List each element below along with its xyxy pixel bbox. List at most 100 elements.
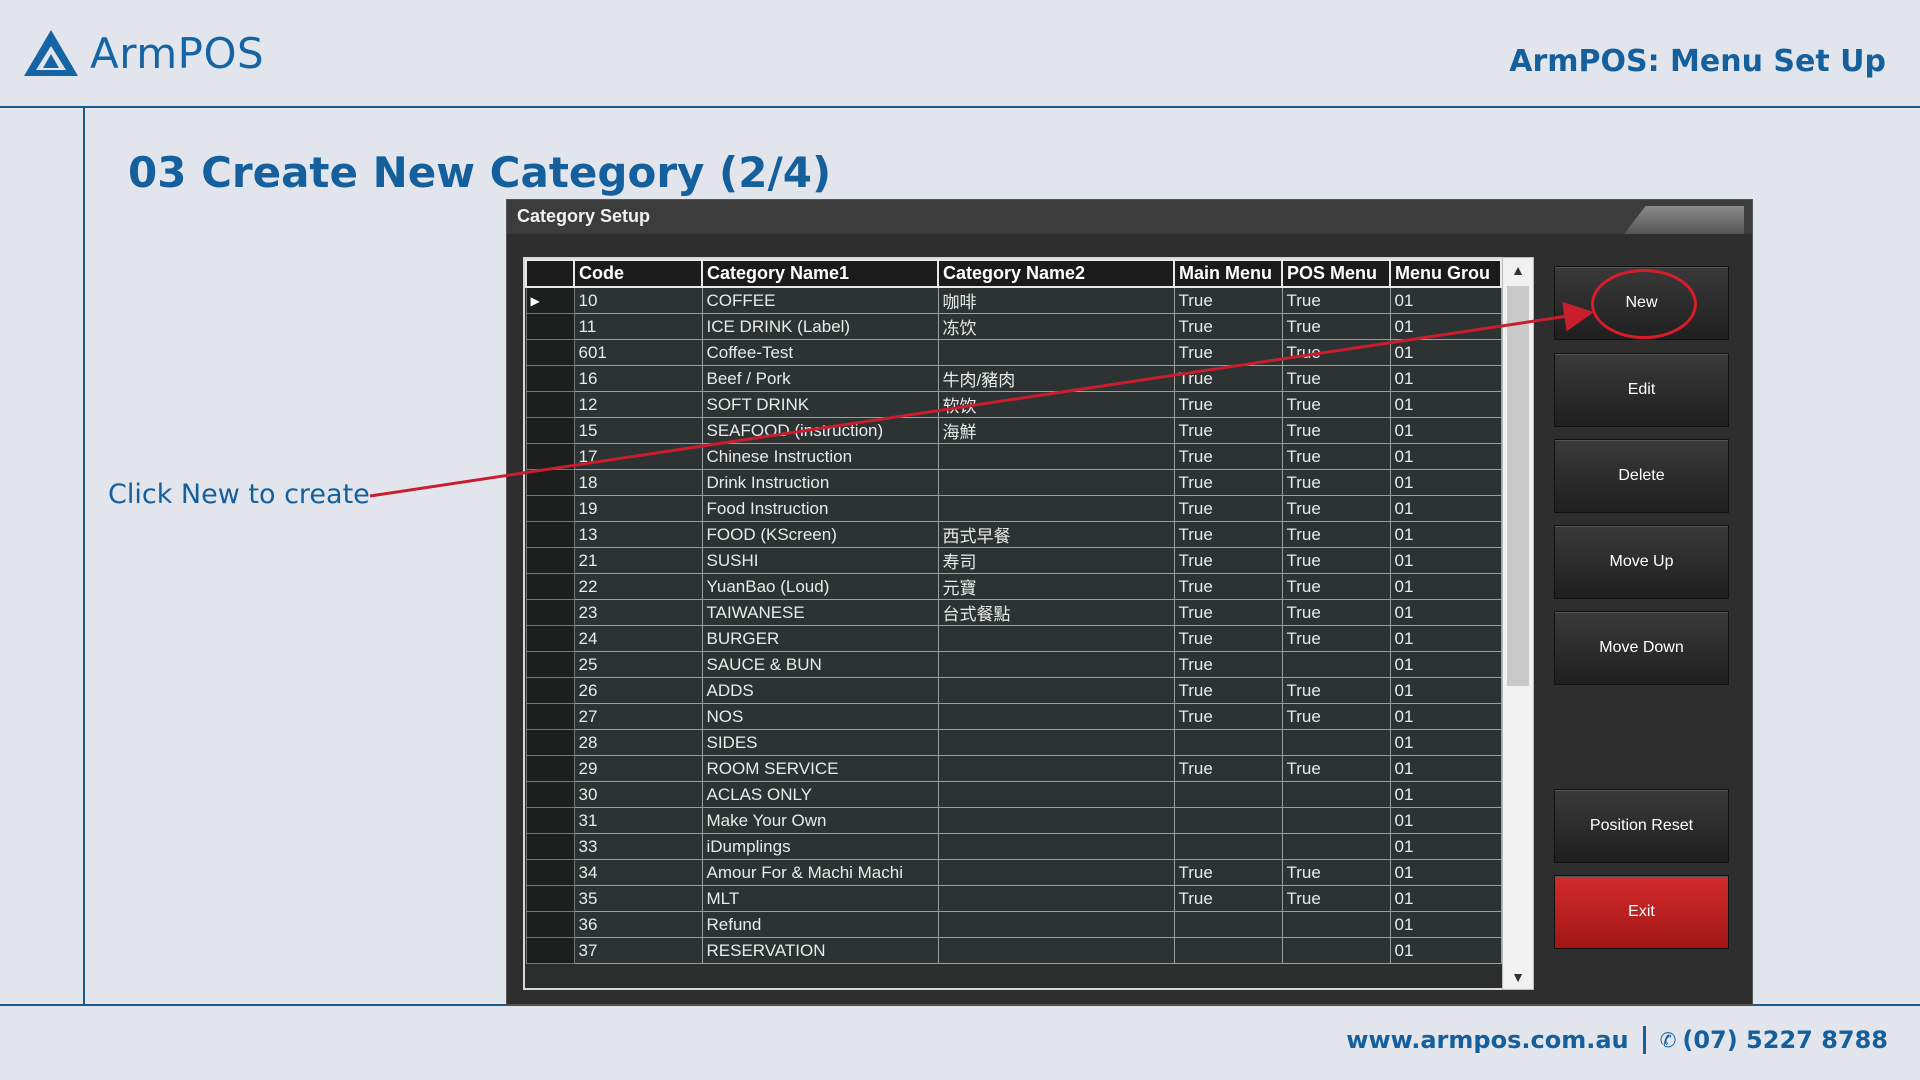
cell-category-name1[interactable]: ROOM SERVICE (701, 755, 939, 782)
cell-menu-group[interactable]: 01 (1389, 286, 1502, 314)
cell-pos-menu[interactable]: True (1281, 495, 1391, 522)
cell-main-menu[interactable]: True (1173, 677, 1283, 704)
cell-menu-group[interactable]: 01 (1389, 651, 1502, 678)
cell-main-menu[interactable]: True (1173, 859, 1283, 886)
cell-category-name1[interactable]: Coffee-Test (701, 339, 939, 366)
cell-pos-menu[interactable]: True (1281, 339, 1391, 366)
cell-category-name2[interactable]: 西式早餐 (937, 521, 1175, 548)
cell-code[interactable]: 12 (573, 391, 703, 418)
cell-category-name1[interactable]: Make Your Own (701, 807, 939, 834)
scrollbar-thumb[interactable] (1507, 286, 1529, 686)
table-row[interactable]: 13 FOOD (KScreen) 西式早餐 True True 01 (525, 521, 1502, 548)
column-header-category-name2[interactable]: Category Name2 (937, 259, 1175, 288)
cell-category-name2[interactable] (937, 495, 1175, 522)
cell-menu-group[interactable]: 01 (1389, 521, 1502, 548)
cell-code[interactable]: 601 (573, 339, 703, 366)
row-header-cell[interactable] (525, 911, 575, 938)
row-header-cell[interactable] (525, 677, 575, 704)
column-header-menu-group[interactable]: Menu Grou (1389, 259, 1502, 288)
cell-category-name1[interactable]: SUSHI (701, 547, 939, 574)
cell-menu-group[interactable]: 01 (1389, 547, 1502, 574)
cell-pos-menu[interactable] (1281, 729, 1391, 756)
column-header-code[interactable]: Code (573, 259, 703, 288)
cell-main-menu[interactable]: True (1173, 313, 1283, 340)
cell-category-name2[interactable] (937, 651, 1175, 678)
cell-category-name1[interactable]: Food Instruction (701, 495, 939, 522)
move-up-button[interactable]: Move Up (1554, 525, 1729, 599)
cell-main-menu[interactable]: True (1173, 365, 1283, 392)
cell-category-name1[interactable]: Chinese Instruction (701, 443, 939, 470)
cell-menu-group[interactable]: 01 (1389, 677, 1502, 704)
cell-category-name1[interactable]: COFFEE (701, 286, 939, 314)
cell-pos-menu[interactable]: True (1281, 755, 1391, 782)
current-row-pointer-icon[interactable]: ▶ (525, 286, 575, 314)
cell-pos-menu[interactable]: True (1281, 859, 1391, 886)
table-row[interactable]: 25 SAUCE & BUN True 01 (525, 651, 1502, 678)
cell-menu-group[interactable]: 01 (1389, 391, 1502, 418)
table-row[interactable]: 18 Drink Instruction True True 01 (525, 469, 1502, 496)
table-row[interactable]: 11 ICE DRINK (Label) 冻饮 True True 01 (525, 313, 1502, 340)
cell-main-menu[interactable]: True (1173, 755, 1283, 782)
cell-category-name2[interactable] (937, 703, 1175, 730)
cell-category-name2[interactable]: 牛肉/豬肉 (937, 365, 1175, 392)
row-header-cell[interactable] (525, 599, 575, 626)
cell-pos-menu[interactable] (1281, 781, 1391, 808)
vertical-scrollbar[interactable]: ▲ ▼ (1502, 257, 1534, 990)
table-row[interactable]: 15 SEAFOOD (instruction) 海鮮 True True 01 (525, 417, 1502, 444)
cell-main-menu[interactable]: True (1173, 443, 1283, 470)
cell-pos-menu[interactable] (1281, 937, 1391, 964)
cell-category-name2[interactable] (937, 781, 1175, 808)
row-header-cell[interactable] (525, 885, 575, 912)
cell-menu-group[interactable]: 01 (1389, 703, 1502, 730)
cell-category-name2[interactable]: 冻饮 (937, 313, 1175, 340)
cell-category-name2[interactable] (937, 937, 1175, 964)
cell-code[interactable]: 31 (573, 807, 703, 834)
cell-pos-menu[interactable]: True (1281, 365, 1391, 392)
table-row[interactable]: 29 ROOM SERVICE True True 01 (525, 755, 1502, 782)
cell-category-name2[interactable] (937, 469, 1175, 496)
cell-category-name1[interactable]: SOFT DRINK (701, 391, 939, 418)
cell-category-name1[interactable]: Refund (701, 911, 939, 938)
cell-pos-menu[interactable]: True (1281, 521, 1391, 548)
cell-menu-group[interactable]: 01 (1389, 417, 1502, 444)
table-row[interactable]: 16 Beef / Pork 牛肉/豬肉 True True 01 (525, 365, 1502, 392)
cell-pos-menu[interactable] (1281, 807, 1391, 834)
cell-main-menu[interactable] (1173, 781, 1283, 808)
cell-code[interactable]: 22 (573, 573, 703, 600)
cell-menu-group[interactable]: 01 (1389, 339, 1502, 366)
cell-code[interactable]: 35 (573, 885, 703, 912)
cell-main-menu[interactable] (1173, 729, 1283, 756)
cell-menu-group[interactable]: 01 (1389, 443, 1502, 470)
cell-category-name1[interactable]: Drink Instruction (701, 469, 939, 496)
cell-category-name1[interactable]: SIDES (701, 729, 939, 756)
table-row[interactable]: 21 SUSHI 寿司 True True 01 (525, 547, 1502, 574)
row-header-cell[interactable] (525, 521, 575, 548)
table-row[interactable]: 22 YuanBao (Loud) 元寶 True True 01 (525, 573, 1502, 600)
cell-category-name1[interactable]: Beef / Pork (701, 365, 939, 392)
edit-button[interactable]: Edit (1554, 353, 1729, 427)
cell-pos-menu[interactable]: True (1281, 391, 1391, 418)
table-row[interactable]: 24 BURGER True True 01 (525, 625, 1502, 652)
cell-category-name1[interactable]: FOOD (KScreen) (701, 521, 939, 548)
cell-code[interactable]: 13 (573, 521, 703, 548)
table-row[interactable]: 30 ACLAS ONLY 01 (525, 781, 1502, 808)
cell-code[interactable]: 33 (573, 833, 703, 860)
cell-pos-menu[interactable]: True (1281, 677, 1391, 704)
cell-code[interactable]: 29 (573, 755, 703, 782)
cell-category-name1[interactable]: NOS (701, 703, 939, 730)
cell-main-menu[interactable]: True (1173, 521, 1283, 548)
exit-button[interactable]: Exit (1554, 875, 1729, 949)
cell-code[interactable]: 11 (573, 313, 703, 340)
cell-code[interactable]: 19 (573, 495, 703, 522)
table-row[interactable]: 37 RESERVATION 01 (525, 937, 1502, 964)
row-header-cell[interactable] (525, 391, 575, 418)
table-row[interactable]: 27 NOS True True 01 (525, 703, 1502, 730)
row-header-cell[interactable] (525, 859, 575, 886)
row-header-cell[interactable] (525, 807, 575, 834)
cell-category-name1[interactable]: ADDS (701, 677, 939, 704)
cell-menu-group[interactable]: 01 (1389, 495, 1502, 522)
cell-main-menu[interactable] (1173, 911, 1283, 938)
cell-menu-group[interactable]: 01 (1389, 937, 1502, 964)
cell-code[interactable]: 24 (573, 625, 703, 652)
website-link[interactable]: www.armpos.com.au (1346, 1026, 1629, 1054)
